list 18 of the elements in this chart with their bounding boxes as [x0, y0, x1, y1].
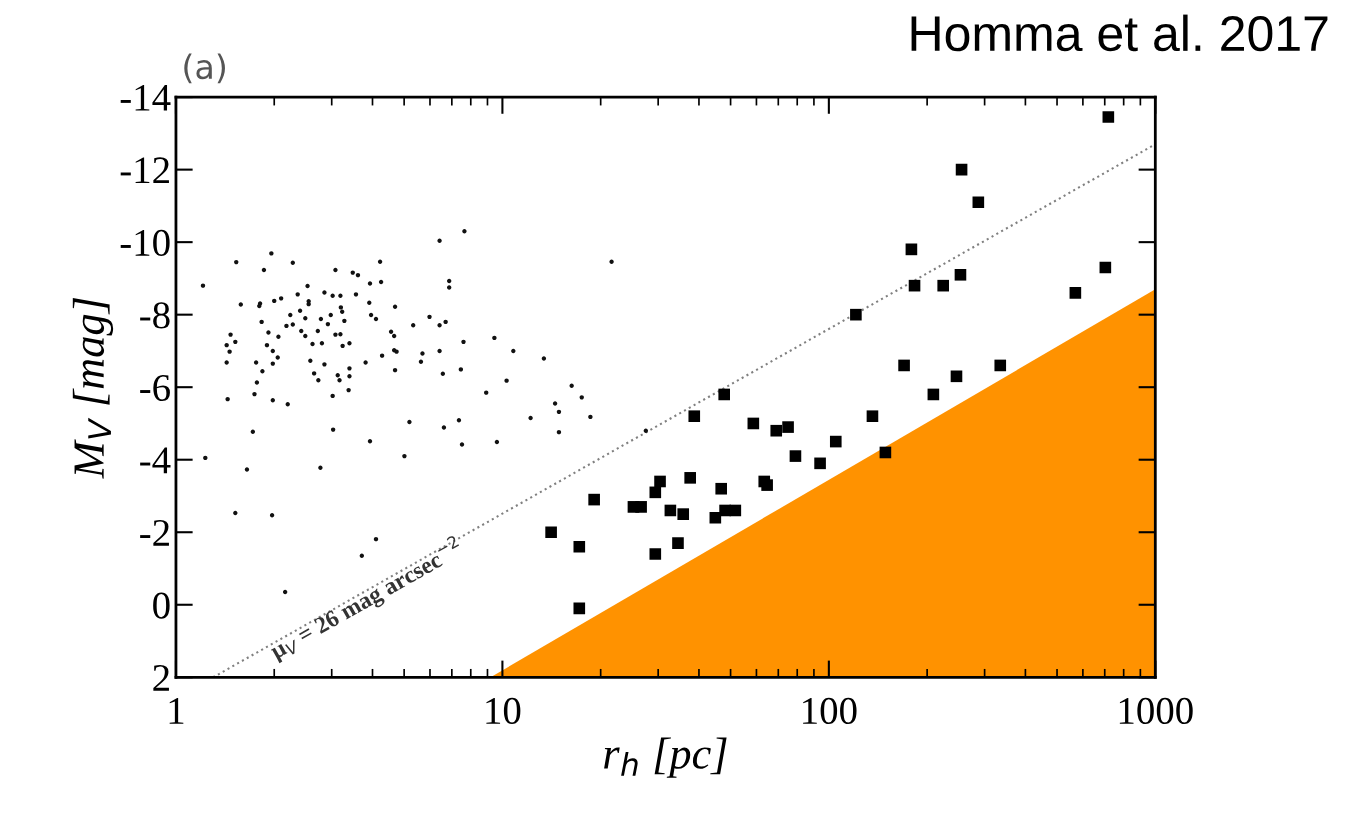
y-tick-label: -2	[140, 519, 169, 546]
text: Homma et al. 2017	[911, 14, 1328, 52]
y-tick-label: 2	[153, 665, 169, 691]
annotation: μ$_{V}$ = 26 mag arcsec$^{−2}$	[265, 534, 467, 664]
y-tick-label: -4	[140, 447, 171, 474]
y-tick-label: -10	[120, 229, 170, 257]
y-tick-label: -14	[120, 84, 171, 111]
x-tick-label: 10	[486, 697, 521, 725]
y-axis-title: M$_{V}$ [mag]	[72, 298, 114, 479]
y-tick-label: -12	[120, 157, 169, 184]
x-tick-label: 1	[169, 698, 184, 724]
x-tick-label: 100	[803, 697, 857, 725]
x-tick-label: 1000	[1119, 697, 1193, 725]
text: (a)	[184, 53, 225, 84]
y-tick-label: -8	[140, 302, 170, 329]
y-tick-label: 0	[153, 592, 170, 619]
x-axis-title: r$_{h}$ [pc]	[604, 737, 727, 778]
y-tick-label: -6	[140, 374, 170, 402]
